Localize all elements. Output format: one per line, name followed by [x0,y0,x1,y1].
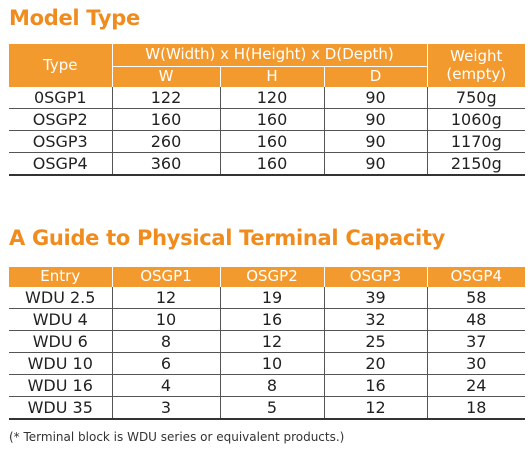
width-cell: 122 [111,87,220,109]
terminal-capacity-table: Entry OSGP1 OSGP2 OSGP3 OSGP4 WDU 2.5 12… [9,267,525,420]
osgp3-cell: 20 [323,352,427,375]
osgp2-cell: 10 [219,352,324,375]
osgp3-cell: 32 [323,308,427,331]
osgp2-header: OSGP2 [219,267,325,287]
entry-cell: WDU 6 [9,330,112,353]
height-header: H [219,66,325,87]
osgp4-cell: 48 [426,308,525,331]
entry-cell: WDU 10 [9,352,112,375]
depth-cell: 90 [323,108,428,131]
osgp1-cell: 8 [111,330,220,353]
model-cell: 0SGP1 [33,87,87,107]
height-cell: 160 [219,152,324,175]
osgp2-cell: 16 [219,308,324,331]
model-type-title: Model Type [9,6,140,30]
width-cell: 260 [111,130,220,153]
table-row: WDU 10 6 10 20 30 [9,352,525,375]
table-row: WDU 4 10 16 32 48 [9,308,525,331]
osgp3-cell: 39 [323,287,427,309]
entry-cell: WDU 16 [9,374,112,397]
model-cell: OSGP4 [9,152,112,175]
table-row: WDU 35 3 5 12 18 [9,396,525,419]
width-header: W [112,66,221,87]
osgp3-cell: 25 [323,330,427,353]
osgp3-header: OSGP3 [323,267,428,287]
entry-cell: WDU 4 [9,308,112,331]
osgp1-cell: 10 [111,308,220,331]
depth-cell: 90 [323,152,428,175]
weight-header-line2: (empty) [446,64,507,83]
osgp4-cell: 30 [426,352,525,375]
osgp4-cell: 58 [426,287,525,309]
table-row: WDU 2.5 12 19 39 58 [9,287,525,309]
table-row: WDU 6 8 12 25 37 [9,330,525,353]
osgp1-header: OSGP1 [111,267,221,287]
width-cell: 160 [111,108,220,131]
width-cell: 360 [111,152,220,175]
table-row: OSGP3 260 160 90 1170g [9,130,526,153]
model-cell: OSGP3 [9,130,112,153]
weight-cell: 750g [426,87,526,109]
osgp4-cell: 18 [426,396,525,419]
weight-cell: 1170g [426,130,526,153]
height-cell: 160 [219,108,324,131]
depth-header: D [323,66,428,87]
model-type-table: Type W(Width) x H(Height) x D(Depth) Wei… [9,44,526,176]
height-cell: 120 [219,87,324,109]
entry-cell: WDU 2.5 [25,287,96,307]
osgp2-cell: 5 [219,396,324,419]
weight-header-line1: Weight [450,47,503,66]
entry-cell: WDU 35 [9,396,112,419]
table-row: WDU 16 4 8 16 24 [9,374,525,397]
osgp1-cell: 3 [111,396,220,419]
dimensions-header: W(Width) x H(Height) x D(Depth) [111,44,428,67]
osgp4-header: OSGP4 [426,267,525,287]
osgp1-cell: 12 [111,287,220,309]
osgp1-cell: 6 [111,352,220,375]
osgp3-cell: 16 [323,374,427,397]
osgp2-cell: 8 [219,374,324,397]
weight-cell: 2150g [426,152,526,175]
model-cell: OSGP2 [9,108,112,131]
osgp2-cell: 12 [219,330,324,353]
osgp4-cell: 37 [426,330,525,353]
weight-cell: 1060g [426,108,526,131]
osgp2-cell: 19 [219,287,324,309]
depth-cell: 90 [323,130,428,153]
height-cell: 160 [219,130,324,153]
entry-header: Entry [9,267,113,287]
type-header: Type [9,44,113,87]
osgp1-cell: 4 [111,374,220,397]
table-row: 0SGP1 122 120 90 750g [9,87,526,109]
weight-header: Weight (empty) [426,44,526,87]
osgp4-cell: 24 [426,374,525,397]
terminal-capacity-title: A Guide to Physical Terminal Capacity [9,226,446,250]
depth-cell: 90 [323,87,428,109]
table-row: OSGP2 160 160 90 1060g [9,108,526,131]
footnote: (* Terminal block is WDU series or equiv… [9,430,345,444]
osgp3-cell: 12 [323,396,427,419]
table-row: OSGP4 360 160 90 2150g [9,152,526,175]
